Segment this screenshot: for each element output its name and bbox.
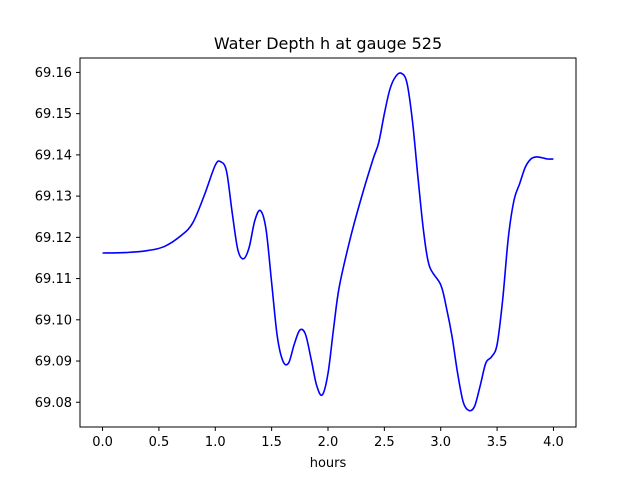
- y-tick-label: 69.09: [35, 355, 72, 370]
- x-tick-label: 1.0: [205, 435, 226, 450]
- x-tick-label: 2.0: [318, 435, 339, 450]
- y-tick-label: 69.08: [35, 396, 72, 411]
- x-tick-label: 0.0: [92, 435, 113, 450]
- x-tick-label: 4.0: [543, 435, 564, 450]
- x-tick-label: 1.5: [261, 435, 282, 450]
- y-tick-label: 69.12: [35, 231, 72, 246]
- y-tick-label: 69.13: [35, 190, 72, 205]
- series-line: [102, 72, 554, 412]
- x-tick-label: 3.5: [487, 435, 508, 450]
- x-axis: 0.0 0.5 1.0 1.5 2.0 2.5 3.0 3.5 4.0: [92, 427, 564, 450]
- y-tick-label: 69.14: [35, 148, 72, 163]
- x-axis-label: hours: [310, 456, 347, 471]
- y-tick-label: 69.10: [35, 313, 72, 328]
- y-tick-label: 69.16: [35, 66, 72, 81]
- y-tick-label: 69.15: [35, 107, 72, 122]
- x-tick-label: 2.5: [374, 435, 395, 450]
- plot-frame: [79, 57, 577, 428]
- y-tick-label: 69.11: [35, 272, 72, 287]
- x-tick-label: 0.5: [149, 435, 170, 450]
- y-axis: 69.08 69.09 69.10 69.11 69.12 69.13 69.14 69.15…: [35, 66, 80, 411]
- x-tick-label: 3.0: [430, 435, 451, 450]
- chart-title: Water Depth h at gauge 525: [214, 34, 442, 53]
